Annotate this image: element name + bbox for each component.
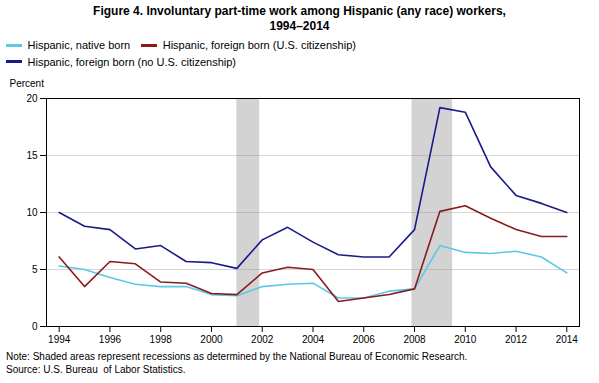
svg-text:15: 15 — [26, 149, 38, 160]
svg-text:1994: 1994 — [48, 333, 71, 344]
svg-text:2012: 2012 — [505, 333, 528, 344]
svg-text:20: 20 — [26, 92, 38, 103]
svg-text:2000: 2000 — [200, 333, 223, 344]
svg-text:2004: 2004 — [302, 333, 325, 344]
svg-text:2014: 2014 — [556, 333, 579, 344]
html-text:Figure 4. Involuntary part-tim: Figure 4. Involuntary part-time work amo… — [93, 4, 506, 18]
svg-text:2006: 2006 — [353, 333, 376, 344]
svg-text:5: 5 — [32, 263, 38, 274]
svg-text:1998: 1998 — [150, 333, 173, 344]
svg-text:10: 10 — [26, 206, 38, 217]
svg-text:2002: 2002 — [251, 333, 274, 344]
svg-text:2010: 2010 — [454, 333, 477, 344]
svg-text:1996: 1996 — [99, 333, 122, 344]
html-text:Hispanic, foreign born (U.S. c: Hispanic, foreign born (U.S. citizenship… — [162, 39, 356, 52]
svg-text:Percent: Percent — [10, 77, 45, 88]
html-text:Note: Shaded areas represent r: Note: Shaded areas represent recessions … — [6, 350, 468, 362]
html-text:Hispanic, native born: Hispanic, native born — [27, 39, 131, 52]
html-text:Source: U.S. Bureau of Labor S: Source: U.S. Bureau of Labor Statistics. — [6, 363, 186, 375]
html-text:1994–2014: 1994–2014 — [269, 19, 330, 33]
html-text:Hispanic, foreign born (no U.S: Hispanic, foreign born (no U.S. citizens… — [27, 55, 236, 68]
svg-text:0: 0 — [32, 320, 38, 331]
svg-text:2008: 2008 — [403, 333, 426, 344]
